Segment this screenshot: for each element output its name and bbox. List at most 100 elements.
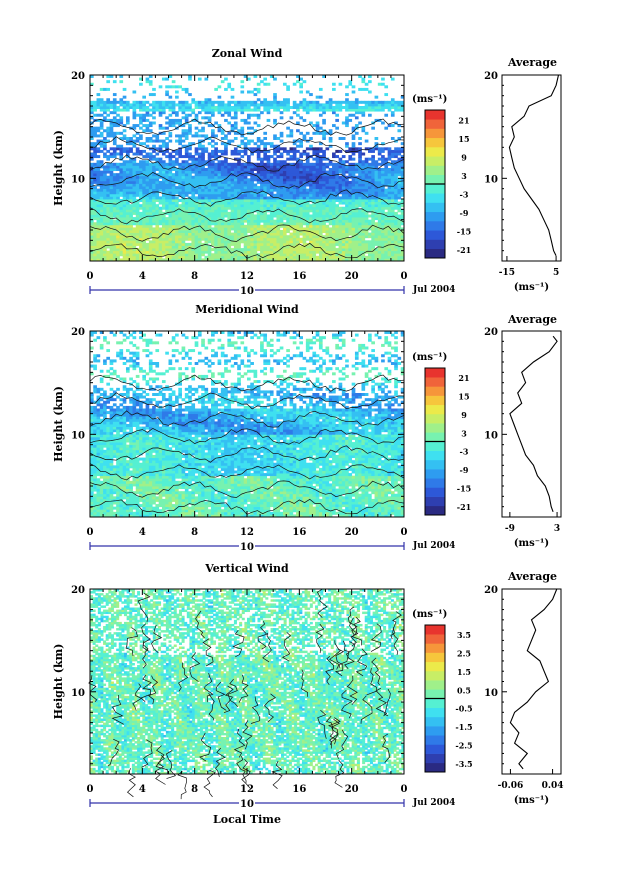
heatmap-cell <box>279 204 284 208</box>
heatmap-cell <box>135 235 140 239</box>
heatmap-cell <box>112 131 117 135</box>
heatmap-cell <box>381 186 385 190</box>
heatmap-cell <box>99 253 104 257</box>
heatmap-cell <box>371 100 375 104</box>
heatmap-cell <box>96 235 101 239</box>
heatmap-cell <box>90 224 94 228</box>
heatmap-cell <box>358 248 362 252</box>
heatmap-cell <box>384 168 389 171</box>
heatmap-cell <box>335 170 339 174</box>
heatmap-cell <box>276 230 281 233</box>
heatmap-cell <box>289 214 294 218</box>
heatmap-cell <box>341 237 346 241</box>
heatmap-cell <box>240 255 245 259</box>
heatmap-cell <box>335 235 339 239</box>
heatmap-cell <box>302 204 307 208</box>
heatmap-cell <box>201 206 205 210</box>
heatmap-cell <box>341 121 346 125</box>
profile-line <box>508 74 560 257</box>
heatmap-cell <box>364 230 369 233</box>
heatmap-cell <box>312 230 317 233</box>
heatmap-cell <box>381 211 385 215</box>
heatmap-cell <box>103 108 107 112</box>
heatmap-cell <box>305 131 310 135</box>
heatmap-cell <box>387 250 392 254</box>
heatmap-cell <box>237 201 241 205</box>
heatmap-cell <box>253 168 258 171</box>
heatmap-cell <box>194 149 199 153</box>
heatmap-cell <box>217 217 222 221</box>
heatmap-cell <box>354 124 359 128</box>
heatmap-cell <box>250 201 254 205</box>
heatmap-cell <box>397 180 402 184</box>
heatmap-cell <box>335 253 339 257</box>
heatmap-cell <box>354 106 359 109</box>
heatmap-cell <box>371 191 375 195</box>
heatmap-cell <box>312 255 317 259</box>
heatmap-cell <box>214 224 218 228</box>
heatmap-cell <box>188 106 192 109</box>
heatmap-cell <box>184 250 189 254</box>
heatmap-cell <box>273 168 277 171</box>
heatmap-cell <box>103 155 107 159</box>
heatmap-cell <box>328 232 333 236</box>
heatmap-cell <box>184 152 189 156</box>
heatmap-cell <box>109 219 114 223</box>
heatmap-cell <box>237 245 241 249</box>
heatmap-cell <box>354 250 359 254</box>
heatmap-cell <box>390 211 395 215</box>
heatmap-cell <box>207 178 212 182</box>
heatmap-cell <box>161 248 166 252</box>
heatmap-cell <box>224 142 228 146</box>
heatmap-cell <box>368 183 372 187</box>
heatmap-cell <box>351 113 356 117</box>
heatmap-cell <box>135 175 140 179</box>
heatmap-cell <box>348 183 353 187</box>
heatmap-cell <box>132 201 137 205</box>
heatmap-cell <box>184 149 189 153</box>
heatmap-cell <box>129 230 133 233</box>
heatmap-cell <box>374 170 379 174</box>
heatmap-cell <box>381 204 385 208</box>
heatmap-cell <box>250 245 254 249</box>
colorbar-swatch <box>425 184 445 194</box>
heatmap-cell <box>227 245 232 249</box>
heatmap-cells <box>90 331 405 518</box>
heatmap-cell <box>191 98 196 102</box>
heatmap-cell <box>119 144 124 148</box>
heatmap-cell <box>282 149 287 153</box>
heatmap-cell <box>152 255 156 259</box>
heatmap-cell <box>390 193 395 197</box>
heatmap-cell <box>335 224 339 228</box>
heatmap-cell <box>338 209 343 213</box>
heatmap-cell <box>325 242 330 246</box>
heatmap-cell <box>358 87 362 91</box>
heatmap-cell <box>302 175 307 179</box>
heatmap-cell <box>354 98 359 102</box>
heatmap-cell <box>400 237 405 241</box>
heatmap-cell <box>318 157 323 161</box>
heatmap-cell <box>397 219 402 223</box>
heatmap-cell <box>299 175 303 179</box>
heatmap-cell <box>351 255 356 259</box>
heatmap-cell <box>90 147 94 151</box>
heatmap-cell <box>364 106 369 109</box>
heatmap-cell <box>191 204 196 208</box>
heatmap-cell <box>145 178 150 182</box>
heatmap-cell <box>90 230 94 233</box>
heatmap-cell <box>351 217 356 221</box>
heatmap-cell <box>397 206 402 210</box>
heatmap-cell <box>348 118 353 122</box>
heatmap-cell <box>106 162 111 166</box>
heatmap-cell <box>358 237 362 241</box>
heatmap-cell <box>305 196 310 200</box>
heatmap-cell <box>125 165 130 169</box>
heatmap-cell <box>197 155 202 159</box>
heatmap-cell <box>145 144 150 148</box>
heatmap-cell <box>142 204 146 208</box>
heatmap-cell <box>276 191 281 195</box>
heatmap-cell <box>207 162 212 166</box>
heatmap-cell <box>400 147 405 151</box>
heatmap-cell <box>191 170 196 174</box>
